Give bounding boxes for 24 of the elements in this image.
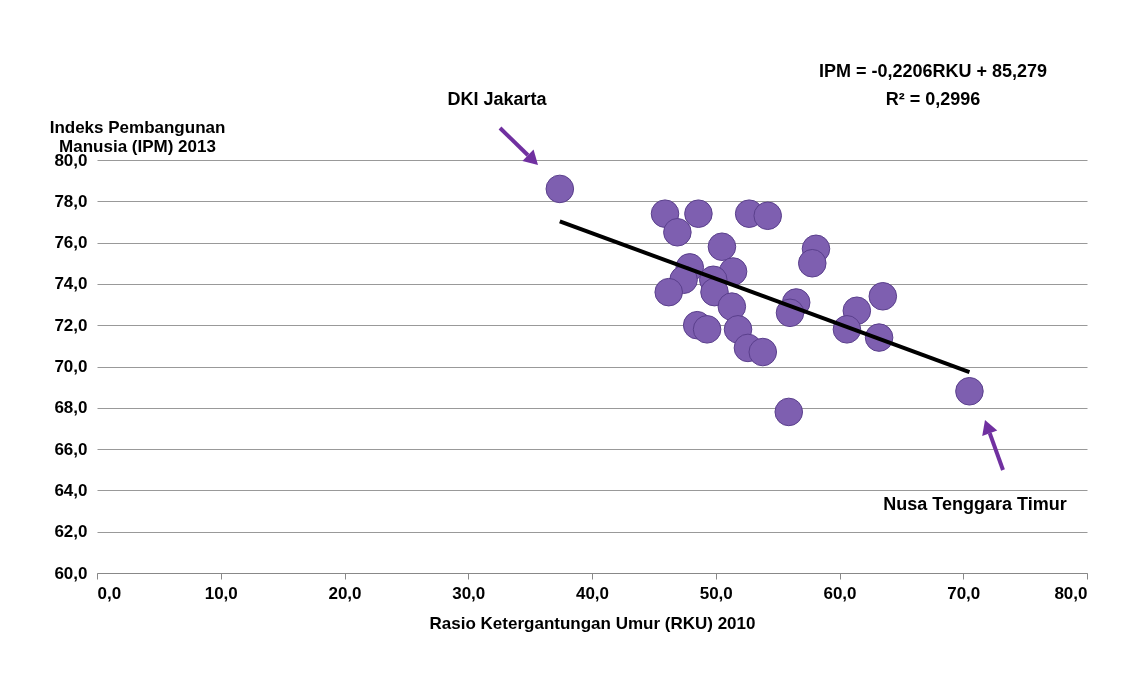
y-tick-label: 64,0 bbox=[54, 480, 88, 500]
x-tick-label: 50,0 bbox=[699, 583, 733, 603]
x-tick-label: 0,0 bbox=[97, 583, 122, 603]
x-tick-label: 80,0 bbox=[1054, 583, 1088, 603]
y-tick-label: 60,0 bbox=[54, 563, 88, 583]
y-tick-label: 66,0 bbox=[54, 439, 88, 459]
y-tick-label: 62,0 bbox=[54, 522, 88, 542]
x-axis-title: Rasio Ketergantungan Umur (RKU) 2010 bbox=[429, 613, 756, 633]
y-tick-label: 78,0 bbox=[54, 191, 88, 211]
text: IPM = -0,2206RKU + 85,279 bbox=[818, 61, 1048, 81]
y-tick-label: 68,0 bbox=[54, 398, 88, 418]
text: DKI Jakarta bbox=[447, 89, 548, 109]
y-tick-label: 70,0 bbox=[54, 357, 88, 376]
y-tick-label: 76,0 bbox=[54, 233, 88, 253]
x-tick-label: 30,0 bbox=[452, 583, 486, 603]
x-tick-label: 40,0 bbox=[575, 583, 610, 603]
x-tick-label: 70,0 bbox=[947, 583, 981, 603]
y-tick-label: 72,0 bbox=[54, 315, 88, 335]
annotation: Nusa Tenggara Timur bbox=[883, 494, 1067, 514]
x-tick-label: 60,0 bbox=[823, 583, 857, 603]
x-tick-label: 20,0 bbox=[328, 583, 362, 603]
text: R² = 0,2996 bbox=[885, 89, 981, 109]
y-tick-label: 74,0 bbox=[54, 274, 88, 294]
x-tick-label: 10,0 bbox=[204, 583, 238, 603]
